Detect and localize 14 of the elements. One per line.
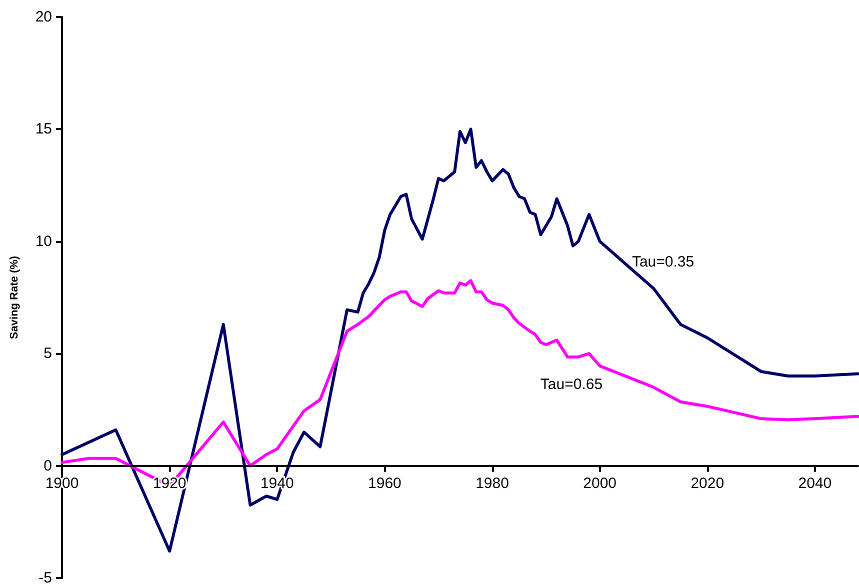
x-tick-label: 2000 — [583, 474, 617, 492]
x-tick-label: 2020 — [690, 474, 724, 492]
x-tick-label: 1960 — [368, 474, 402, 492]
x-tick-label: 2040 — [798, 474, 832, 492]
y-tick-label: 15 — [35, 120, 52, 138]
y-tick-label: -5 — [38, 570, 52, 586]
y-tick-label: 10 — [35, 232, 52, 250]
x-tick-label: 1980 — [476, 474, 509, 492]
y-axis-title: Saving Rate (%) — [8, 256, 20, 340]
y-tick-label: 20 — [35, 8, 52, 26]
y-tick-label: 0 — [44, 457, 52, 474]
y-tick-label: 5 — [44, 345, 52, 362]
series-label: Tau=0.35 — [632, 254, 694, 271]
series-label: Tau=0.65 — [540, 376, 603, 393]
